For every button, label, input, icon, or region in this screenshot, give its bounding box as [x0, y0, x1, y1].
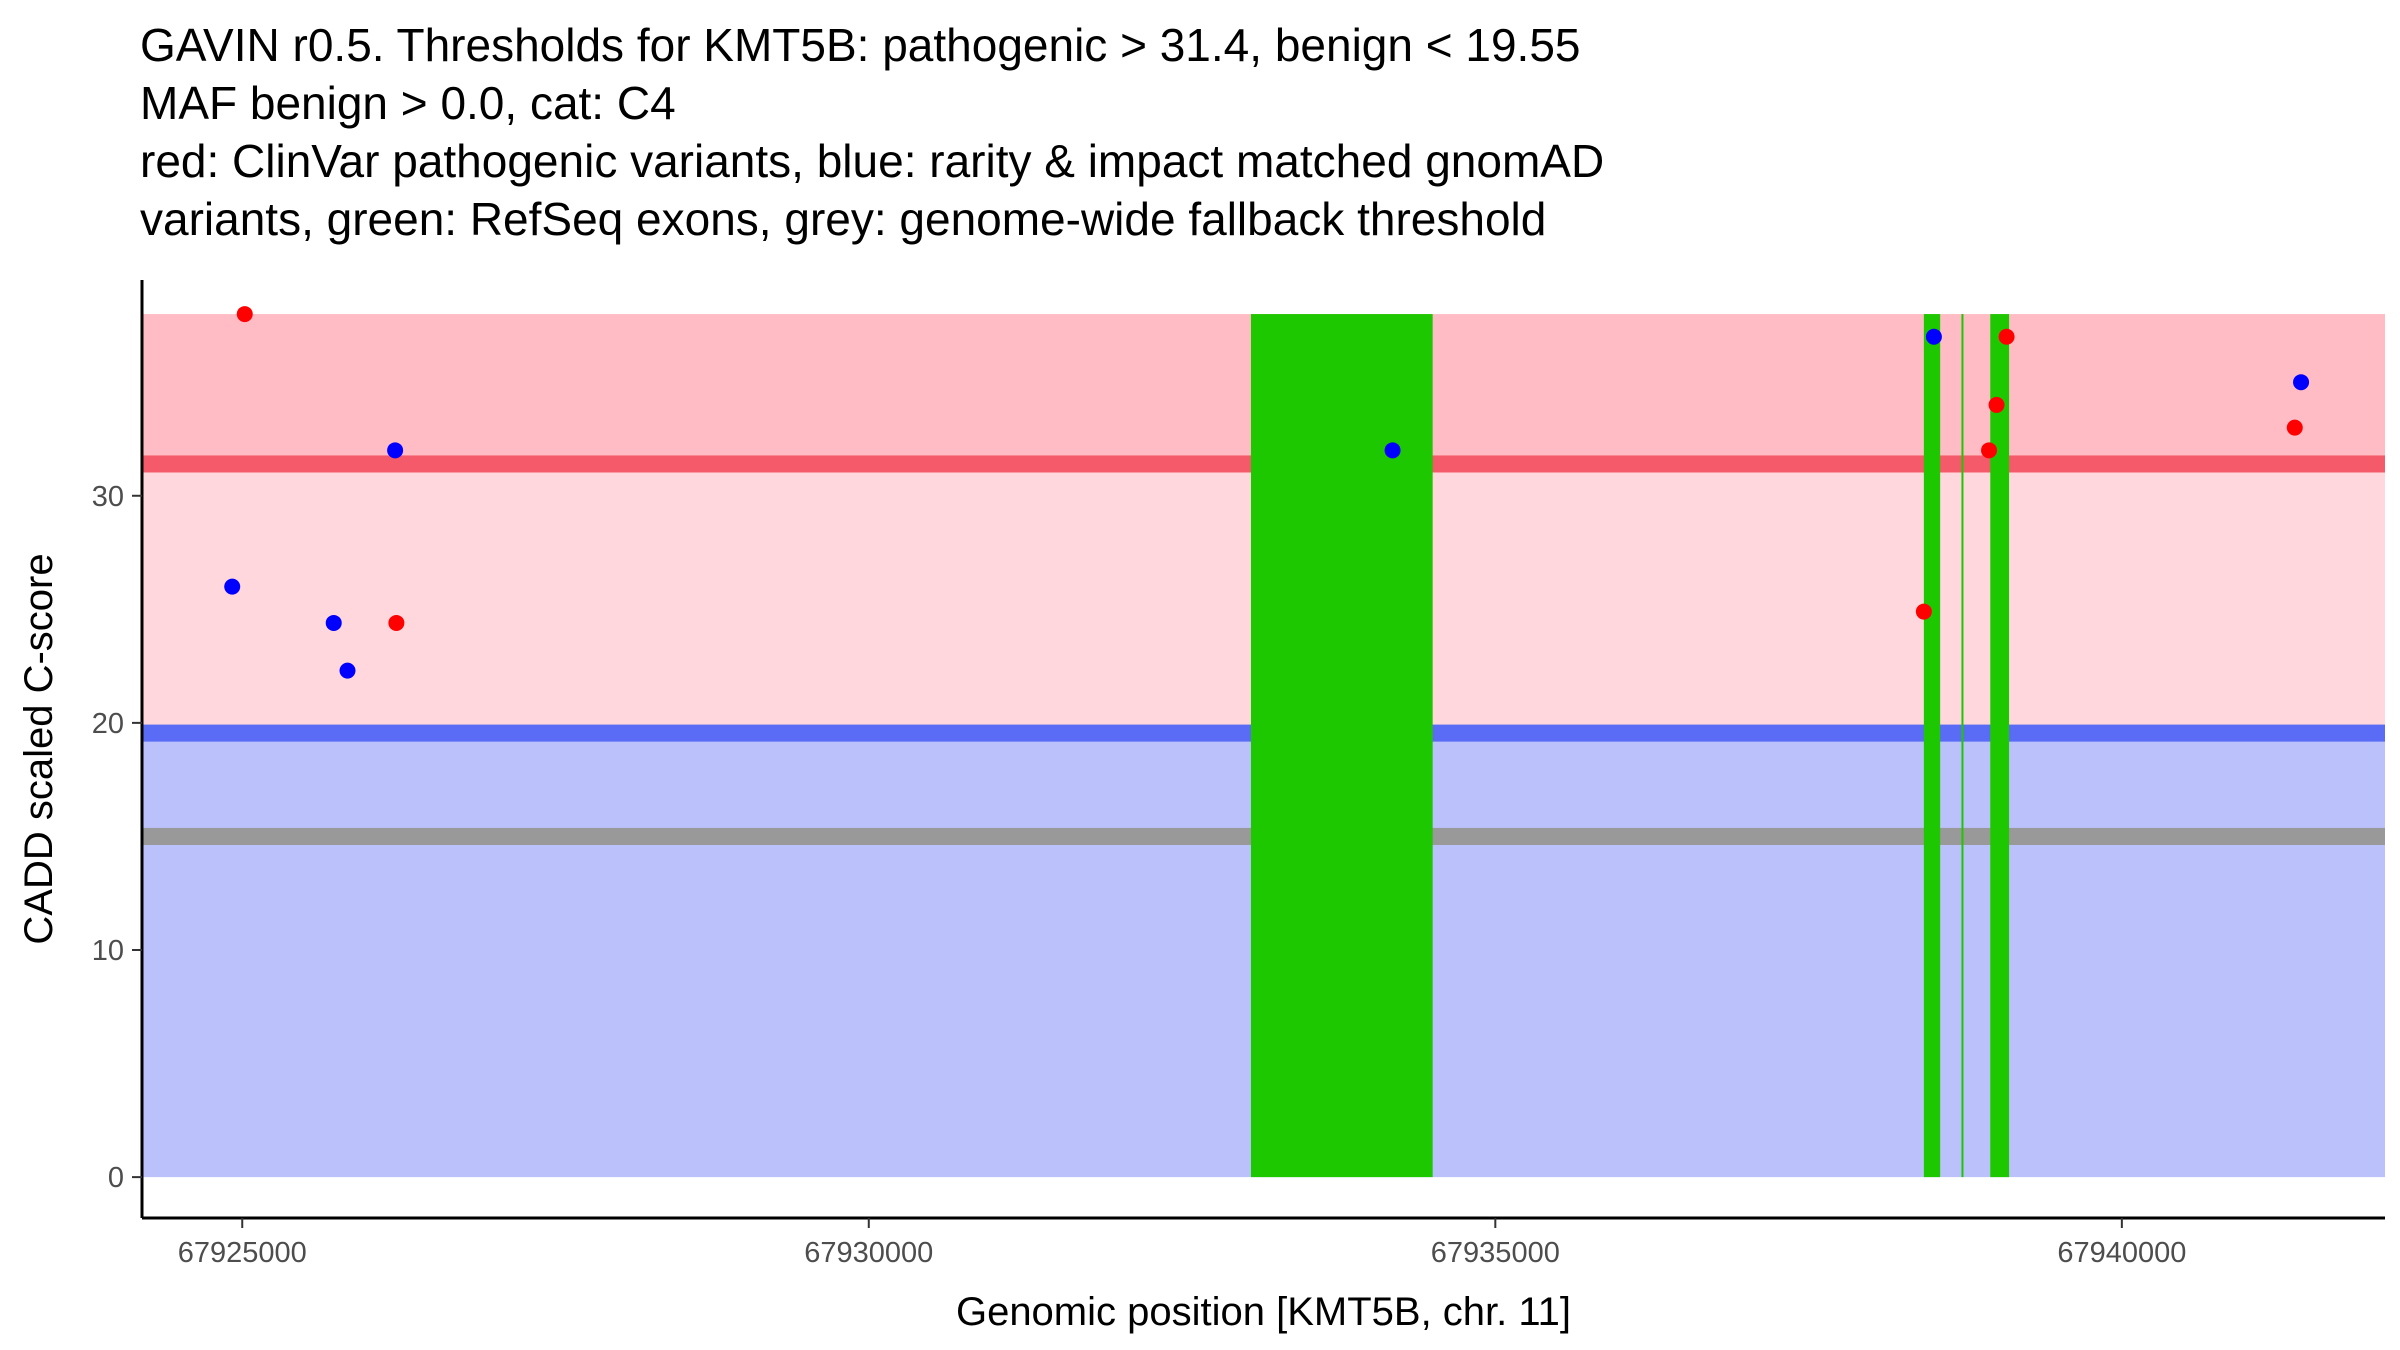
gnomad-point-6 — [1925, 328, 1942, 345]
clinvar-point-7 — [2286, 419, 2303, 436]
exon-rect-1 — [1250, 314, 1433, 1178]
y-tick-label-20: 20 — [92, 708, 124, 740]
x-axis-title: Genomic position [KMT5B, chr. 11] — [956, 1290, 1571, 1334]
x-tick-label-67925000: 67925000 — [178, 1237, 307, 1269]
clinvar-point-1 — [236, 306, 253, 323]
gnomad-point-1 — [224, 578, 241, 595]
clinvar-point-3 — [1915, 603, 1932, 620]
title-line-1: GAVIN r0.5. Thresholds for KMT5B: pathog… — [140, 19, 1581, 71]
gnomad-point-3 — [339, 662, 356, 679]
y-axis-title: CADD scaled C-score — [17, 553, 61, 944]
exon-rect-4 — [1990, 314, 2010, 1178]
y-tick-label-30: 30 — [92, 481, 124, 513]
y-tick-label-10: 10 — [92, 935, 124, 967]
gnomad-point-2 — [325, 614, 342, 631]
title-line-4: variants, green: RefSeq exons, grey: gen… — [140, 193, 1547, 245]
title-line-3: red: ClinVar pathogenic variants, blue: … — [140, 135, 1605, 187]
y-tick-label-0: 0 — [108, 1162, 124, 1194]
x-tick-label-67935000: 67935000 — [1431, 1237, 1560, 1269]
exons-layer — [1250, 314, 2010, 1178]
axes-layer: 0 10 20 30 67925000 67930000 67935000 67940000 — [92, 280, 2385, 1269]
exon-rect-3 — [1961, 314, 1964, 1178]
clinvar-point-6 — [1998, 328, 2015, 345]
x-tick-label-67940000: 67940000 — [2057, 1237, 2186, 1269]
gnomad-point-5 — [1384, 442, 1401, 459]
gnomad-point-4 — [387, 442, 404, 459]
clinvar-point-2 — [388, 614, 405, 631]
title-line-2: MAF benign > 0.0, cat: C4 — [140, 77, 676, 129]
chart-title: GAVIN r0.5. Thresholds for KMT5B: pathog… — [140, 16, 1604, 248]
gnomad-point-7 — [2293, 374, 2310, 391]
clinvar-point-4 — [1981, 442, 1998, 459]
clinvar-point-5 — [1988, 396, 2005, 413]
exon-rect-2 — [1923, 314, 1941, 1178]
x-tick-label-67930000: 67930000 — [804, 1237, 933, 1269]
points-layer — [224, 306, 2310, 679]
